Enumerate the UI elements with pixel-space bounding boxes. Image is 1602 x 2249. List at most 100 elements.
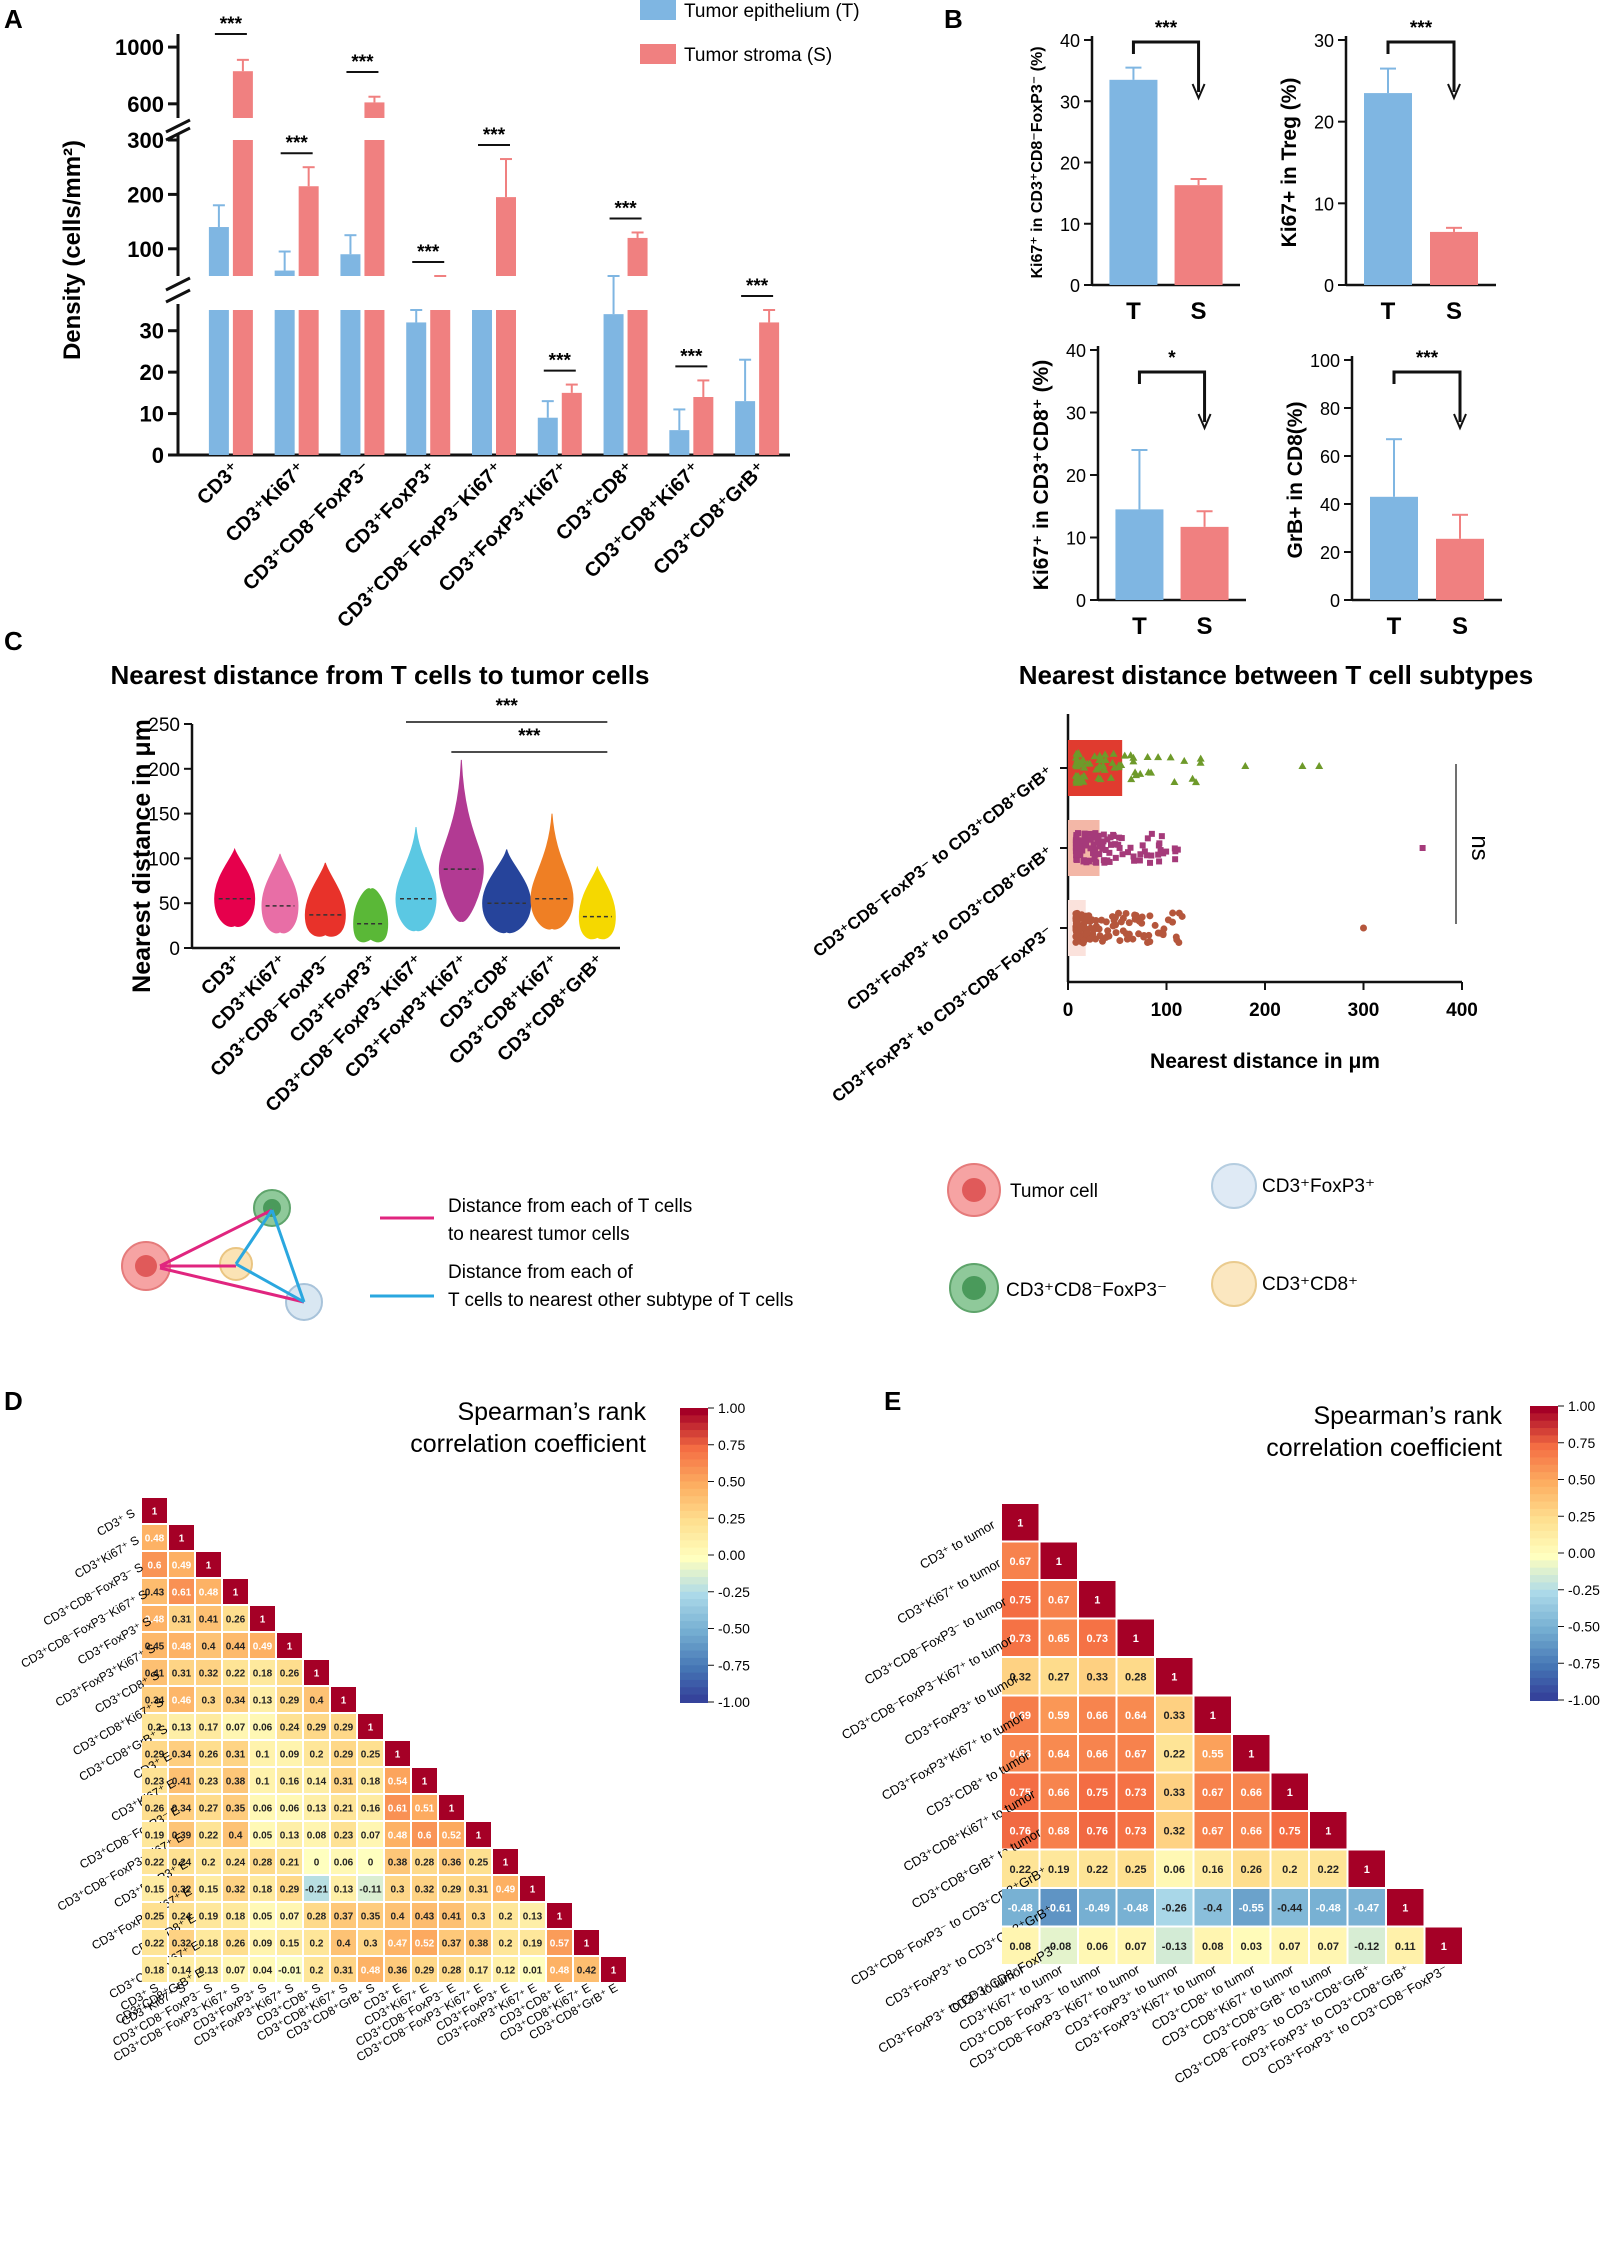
heatmap-title-line2: correlation coefficient [410, 1430, 646, 1458]
heatmap-cell [331, 1795, 356, 1820]
heatmap-cell-value: 0.07 [280, 1912, 300, 1923]
heatmap-cell [1194, 1696, 1231, 1733]
heatmap-cell [1079, 1927, 1116, 1964]
heatmap-cell-value: 0.48 [550, 1966, 570, 1977]
heatmap-cell [196, 1633, 221, 1658]
heatmap-cell-value: 0.76 [1010, 1825, 1031, 1837]
axis-break-mark-1 [165, 288, 191, 304]
heatmap-cell-value: 0.06 [280, 1804, 300, 1815]
heatmap-cell-value: 0.61 [172, 1588, 192, 1599]
data-point [1101, 750, 1110, 758]
heatmap-cell-value: 0.15 [199, 1885, 219, 1896]
colorbar-label: -0.50 [718, 1621, 750, 1637]
heatmap-cell [1117, 1696, 1154, 1733]
heatmap-cell-value: 0.1 [256, 1777, 270, 1788]
colorbar-label: 0.50 [1568, 1472, 1595, 1488]
heatmap-cell-value: 0.13 [172, 1723, 192, 1734]
heatmap-cell [1310, 1812, 1347, 1849]
data-point [1093, 859, 1100, 866]
colorbar-segment [680, 1613, 708, 1623]
heatmap-cell-value: -0.11 [359, 1885, 382, 1896]
tumor-bar [1364, 93, 1412, 285]
colorbar-label: 1.00 [1568, 1398, 1595, 1414]
colorbar-segment [680, 1408, 708, 1417]
sig-label-2: *** [518, 726, 541, 747]
data-point [1125, 919, 1133, 927]
heatmap-cell-value: 0.32 [226, 1885, 246, 1896]
heatmap-cell-value: 0.19 [199, 1912, 219, 1923]
heatmap-cell [385, 1741, 410, 1766]
heatmap-cell [196, 1741, 221, 1766]
y-tick-label: 1000 [115, 35, 164, 60]
heatmap-cell [277, 1957, 302, 1982]
data-point [1118, 835, 1125, 842]
sig-label: *** [1155, 18, 1178, 39]
heatmap-cell [331, 1768, 356, 1793]
heatmap-cell [223, 1606, 248, 1631]
cd8neg-legend-nucleus-icon [962, 1276, 986, 1300]
colorbar-segment [680, 1437, 708, 1446]
heatmap-cell [385, 1903, 410, 1928]
heatmap-cell-value: 1 [1171, 1671, 1177, 1683]
heatmap-cell [142, 1687, 167, 1712]
tumor-bar [406, 322, 427, 455]
data-point [1077, 773, 1086, 781]
heatmap-cell [385, 1795, 410, 1820]
heatmap-cell [142, 1633, 167, 1658]
heatmap-cell [1040, 1850, 1077, 1887]
colorbar-segment [1530, 1685, 1558, 1694]
heatmap-cell-value: 0.41 [199, 1615, 219, 1626]
heatmap-cell [1117, 1889, 1154, 1926]
heatmap-cell [277, 1903, 302, 1928]
colorbar-segment [680, 1577, 708, 1586]
data-point [1077, 845, 1084, 852]
heatmap-cell [520, 1957, 545, 1982]
colorbar-segment [680, 1459, 708, 1468]
heatmap-cell-value: 0.2 [499, 1912, 513, 1923]
chart-b1: 0 10 20 30 40 Ki67⁺ in CD3⁺CD8⁻FoxP3⁻ (%) T S **… [1029, 18, 1240, 325]
heatmap-cell-value: 0.66 [1241, 1787, 1262, 1799]
sig-arrowhead [1453, 413, 1467, 431]
heatmap-cell-value: 0.34 [145, 1696, 165, 1707]
data-point [1111, 913, 1119, 921]
heatmap-cell [1156, 1658, 1193, 1695]
data-point [1090, 752, 1099, 760]
heatmap-cell [1233, 1773, 1270, 1810]
schematic-legend: Distance from each of T cells to nearest… [121, 1163, 1375, 1321]
heatmap-cell [1117, 1735, 1154, 1772]
heatmap-cell [304, 1957, 329, 1982]
heatmap-cell [331, 1930, 356, 1955]
stroma-bar-upper [232, 71, 253, 118]
x-tick-label: 100 [1151, 1000, 1183, 1021]
y-axis-label: Ki67⁺ in CD3⁺CD8⁻FoxP3⁻ (%) [1029, 46, 1046, 278]
colorbar-segment [680, 1562, 708, 1571]
heatmap-cell [439, 1822, 464, 1847]
heatmap-cell [1156, 1850, 1193, 1887]
data-point [1090, 850, 1097, 857]
outlier-point [1241, 762, 1250, 769]
heatmap-cell [277, 1633, 302, 1658]
heatmap-cell-value: 0.32 [1010, 1671, 1031, 1683]
data-point [1156, 840, 1163, 847]
heatmap-cell-value: 0.11 [1395, 1941, 1416, 1953]
colorbar-segment [1530, 1692, 1558, 1701]
heatmap-cell-value: 0.73 [1010, 1633, 1031, 1645]
violin [530, 813, 574, 930]
colorbar-segment [1530, 1486, 1558, 1496]
sig-label: *** [417, 242, 440, 263]
heatmap-cell-value: 0.51 [415, 1804, 435, 1815]
heatmap-cell-value: 0.49 [172, 1561, 192, 1572]
colorbar-segment [1530, 1589, 1558, 1599]
x-category-label: CD3⁺CD8⁺GrB⁺ [649, 458, 770, 579]
heatmap-cell-value: 1 [1056, 1556, 1062, 1568]
data-point [1080, 858, 1087, 865]
heatmap-cell-value: 0.22 [1164, 1748, 1185, 1760]
heatmap-cell [277, 1660, 302, 1685]
sig-bracket [1386, 40, 1456, 92]
heatmap-cell-value: 0.67 [1048, 1594, 1069, 1606]
data-point [1082, 840, 1089, 847]
data-point [1083, 759, 1092, 767]
cd8-legend-icon [1211, 1261, 1257, 1307]
heatmap-cell [439, 1903, 464, 1928]
